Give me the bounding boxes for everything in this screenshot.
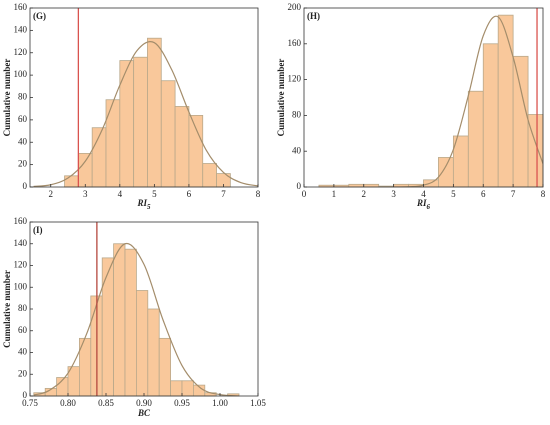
bar: [77, 153, 93, 188]
bar: [438, 157, 454, 188]
panel-label: (H): [307, 11, 320, 21]
y-tick-label: 20: [18, 159, 28, 169]
bar: [497, 14, 514, 188]
fit-curve: [33, 40, 258, 187]
bar: [158, 337, 171, 397]
x-tick-label: 0.90: [136, 398, 152, 408]
x-tick-label: 1: [332, 189, 337, 199]
x-tick-label: 7: [221, 189, 226, 199]
y-tick-label: 120: [288, 74, 302, 84]
bar: [170, 380, 183, 397]
bar: [135, 290, 149, 397]
x-tick-label: 0.95: [174, 398, 190, 408]
y-tick-label: 140: [14, 24, 28, 34]
x-axis-label-main: RI: [136, 198, 147, 208]
bar: [133, 56, 148, 188]
x-axis-label-sub: 6: [427, 203, 431, 211]
x-tick-label: 5: [152, 189, 157, 199]
bar: [482, 43, 499, 188]
bar: [202, 163, 217, 188]
panel-label: (I): [33, 225, 43, 235]
x-tick-label: 8: [256, 189, 261, 199]
x-tick-label: 3: [391, 189, 396, 199]
x-tick-label: 0.80: [60, 398, 76, 408]
x-axis-label: BC: [137, 408, 151, 418]
panel: 0.75 0.80 0.85 0.90 0.95 1.00 1.05 0 20 40 60 80 100…: [2, 216, 266, 418]
x-tick-label: 6: [187, 189, 192, 199]
y-tick-label: 200: [288, 2, 302, 12]
y-axis-label: Cumulative number: [276, 59, 286, 137]
fit-curve: [33, 242, 240, 396]
y-tick-label: 120: [14, 47, 28, 57]
x-tick-label: 0: [302, 189, 307, 199]
bar: [64, 175, 79, 188]
y-tick-label: 80: [18, 92, 28, 102]
bar: [105, 99, 121, 188]
y-tick-label: 120: [14, 260, 28, 270]
x-axis-label-main: RI: [416, 198, 427, 208]
y-tick-label: 80: [18, 303, 28, 313]
panel: 2 3 4 5 6 7 8020406080100120140160(G)Cumulativ…: [2, 2, 261, 211]
y-tick-label: 20: [18, 368, 28, 378]
x-tick-label: 0.85: [98, 398, 114, 408]
x-tick-label: 3: [83, 189, 88, 199]
bar: [188, 115, 204, 188]
y-tick-label: 0: [23, 390, 28, 400]
y-tick-label: 60: [18, 114, 28, 124]
x-axis-label-main: BC: [137, 408, 151, 418]
x-tick-label: 7: [511, 189, 516, 199]
y-tick-label: 0: [297, 181, 302, 191]
y-tick-label: 100: [14, 281, 28, 291]
y-tick-label: 160: [288, 38, 302, 48]
y-axis-label: Cumulative number: [2, 59, 12, 137]
y-tick-label: 60: [18, 325, 28, 335]
panel-label: (G): [33, 11, 46, 21]
x-axis-label-sub: 5: [147, 203, 151, 211]
y-tick-label: 40: [18, 136, 28, 146]
bar: [181, 380, 194, 397]
bar: [113, 243, 126, 397]
x-tick-label: 5: [451, 189, 456, 199]
x-tick-label: 4: [421, 189, 426, 199]
x-tick-label: 4: [118, 189, 123, 199]
y-axis-label: Cumulative number: [2, 270, 12, 348]
x-tick-label: 1.05: [250, 398, 266, 408]
bar: [363, 183, 380, 188]
bar: [147, 308, 160, 397]
x-tick-label: 1.00: [212, 398, 228, 408]
y-tick-label: 160: [14, 2, 28, 12]
x-tick-label: 2: [362, 189, 367, 199]
bar: [147, 37, 162, 188]
y-tick-label: 100: [14, 69, 28, 79]
bar: [467, 90, 484, 188]
y-tick-label: 40: [18, 347, 28, 357]
fit-curve: [393, 15, 543, 187]
bar: [101, 257, 114, 397]
x-tick-label: 2: [48, 189, 53, 199]
bar: [124, 248, 137, 397]
x-tick-label: 6: [481, 189, 486, 199]
y-tick-label: 140: [14, 238, 28, 248]
bar: [423, 179, 439, 188]
bar: [512, 55, 529, 188]
y-tick-label: 40: [292, 145, 302, 155]
x-tick-label: 0.75: [22, 398, 38, 408]
y-tick-label: 80: [292, 109, 302, 119]
bar: [160, 80, 176, 188]
x-axis-label: RI6: [416, 198, 431, 211]
y-tick-label: 0: [23, 181, 28, 191]
bar: [174, 106, 190, 188]
bar: [348, 183, 365, 188]
x-axis-label: RI5: [136, 198, 151, 211]
x-tick-label: 8: [541, 189, 546, 199]
y-tick-label: 160: [14, 216, 28, 226]
